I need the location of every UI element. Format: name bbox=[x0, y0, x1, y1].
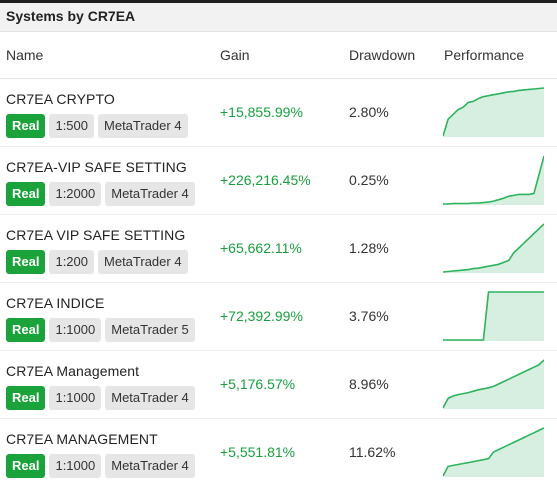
leverage-badge: 1:200 bbox=[49, 250, 95, 274]
sparkline-area bbox=[443, 360, 544, 409]
table-row[interactable]: CR7EA-VIP SAFE SETTING Real 1:2000 MetaT… bbox=[0, 147, 557, 215]
sparkline-svg bbox=[443, 291, 544, 341]
badge-group: Real 1:2000 MetaTrader 4 bbox=[6, 182, 195, 206]
drawdown-value: 3.76% bbox=[349, 308, 389, 324]
system-name-link[interactable]: CR7EA Management bbox=[6, 363, 140, 379]
gain-value: +5,551.81% bbox=[220, 444, 296, 460]
performance-sparkline[interactable] bbox=[443, 153, 544, 205]
system-name-link[interactable]: CR7EA-VIP SAFE SETTING bbox=[6, 159, 187, 175]
drawdown-value: 2.80% bbox=[349, 104, 389, 120]
platform-badge: MetaTrader 4 bbox=[98, 114, 188, 138]
platform-badge: MetaTrader 4 bbox=[105, 182, 195, 206]
platform-badge: MetaTrader 5 bbox=[105, 318, 195, 342]
badge-group: Real 1:200 MetaTrader 4 bbox=[6, 250, 188, 274]
account-type-badge: Real bbox=[6, 250, 46, 274]
column-header-drawdown[interactable]: Drawdown bbox=[349, 47, 416, 63]
leverage-badge: 1:2000 bbox=[49, 182, 102, 206]
sparkline-area bbox=[443, 156, 544, 205]
account-type-badge: Real bbox=[6, 386, 46, 410]
sparkline-line bbox=[443, 427, 544, 477]
sparkline-svg bbox=[443, 223, 544, 273]
sparkline-area bbox=[443, 292, 544, 341]
leverage-badge: 1:1000 bbox=[49, 454, 102, 478]
system-name-link[interactable]: CR7EA INDICE bbox=[6, 295, 105, 311]
account-type-badge: Real bbox=[6, 182, 46, 206]
performance-sparkline[interactable] bbox=[443, 289, 544, 341]
leverage-badge: 1:1000 bbox=[49, 386, 102, 410]
platform-badge: MetaTrader 4 bbox=[105, 454, 195, 478]
drawdown-value: 0.25% bbox=[349, 172, 389, 188]
badge-group: Real 1:1000 MetaTrader 4 bbox=[6, 454, 195, 478]
platform-badge: MetaTrader 4 bbox=[105, 386, 195, 410]
sparkline-svg bbox=[443, 359, 544, 409]
table-row[interactable]: CR7EA CRYPTO Real 1:500 MetaTrader 4 +15… bbox=[0, 79, 557, 147]
table-row[interactable]: CR7EA INDICE Real 1:1000 MetaTrader 5 +7… bbox=[0, 283, 557, 351]
badge-group: Real 1:1000 MetaTrader 5 bbox=[6, 318, 195, 342]
sparkline-line bbox=[443, 359, 544, 409]
account-type-badge: Real bbox=[6, 318, 46, 342]
table-row[interactable]: CR7EA MANAGEMENT Real 1:1000 MetaTrader … bbox=[0, 419, 557, 486]
gain-value: +65,662.11% bbox=[220, 240, 302, 256]
sparkline-area bbox=[443, 88, 544, 137]
platform-badge: MetaTrader 4 bbox=[98, 250, 188, 274]
table-row[interactable]: CR7EA Management Real 1:1000 MetaTrader … bbox=[0, 351, 557, 419]
sparkline-line bbox=[443, 223, 544, 273]
badge-group: Real 1:1000 MetaTrader 4 bbox=[6, 386, 195, 410]
sparkline-line bbox=[443, 87, 544, 137]
account-type-badge: Real bbox=[6, 454, 46, 478]
column-header-performance: Performance bbox=[444, 47, 525, 63]
gain-value: +15,855.99% bbox=[220, 104, 303, 120]
title-bar: Systems by CR7EA bbox=[0, 3, 557, 32]
drawdown-value: 1.28% bbox=[349, 240, 389, 256]
sparkline-svg bbox=[443, 87, 544, 137]
system-name-link[interactable]: CR7EA MANAGEMENT bbox=[6, 431, 158, 447]
sparkline-area bbox=[443, 224, 544, 273]
badge-group: Real 1:500 MetaTrader 4 bbox=[6, 114, 188, 138]
top-border bbox=[0, 0, 557, 3]
gain-value: +5,176.57% bbox=[220, 376, 296, 392]
gain-value: +226,216.45% bbox=[220, 172, 311, 188]
table-header: Name Gain Drawdown Performance bbox=[0, 32, 557, 79]
column-header-gain[interactable]: Gain bbox=[220, 47, 250, 63]
table-row[interactable]: CR7EA VIP SAFE SETTING Real 1:200 MetaTr… bbox=[0, 215, 557, 283]
performance-sparkline[interactable] bbox=[443, 425, 544, 477]
account-type-badge: Real bbox=[6, 114, 46, 138]
gain-value: +72,392.99% bbox=[220, 308, 303, 324]
system-name-link[interactable]: CR7EA VIP SAFE SETTING bbox=[6, 227, 186, 243]
column-header-name[interactable]: Name bbox=[6, 47, 44, 63]
system-name-link[interactable]: CR7EA CRYPTO bbox=[6, 91, 115, 107]
leverage-badge: 1:500 bbox=[49, 114, 95, 138]
sparkline-svg bbox=[443, 155, 544, 205]
sparkline-svg bbox=[443, 427, 544, 477]
leverage-badge: 1:1000 bbox=[49, 318, 102, 342]
performance-sparkline[interactable] bbox=[443, 357, 544, 409]
sparkline-line bbox=[443, 155, 544, 205]
drawdown-value: 8.96% bbox=[349, 376, 389, 392]
sparkline-line bbox=[443, 291, 544, 341]
performance-sparkline[interactable] bbox=[443, 85, 544, 137]
page-title: Systems by CR7EA bbox=[6, 8, 136, 24]
drawdown-value: 11.62% bbox=[349, 444, 396, 460]
performance-sparkline[interactable] bbox=[443, 221, 544, 273]
